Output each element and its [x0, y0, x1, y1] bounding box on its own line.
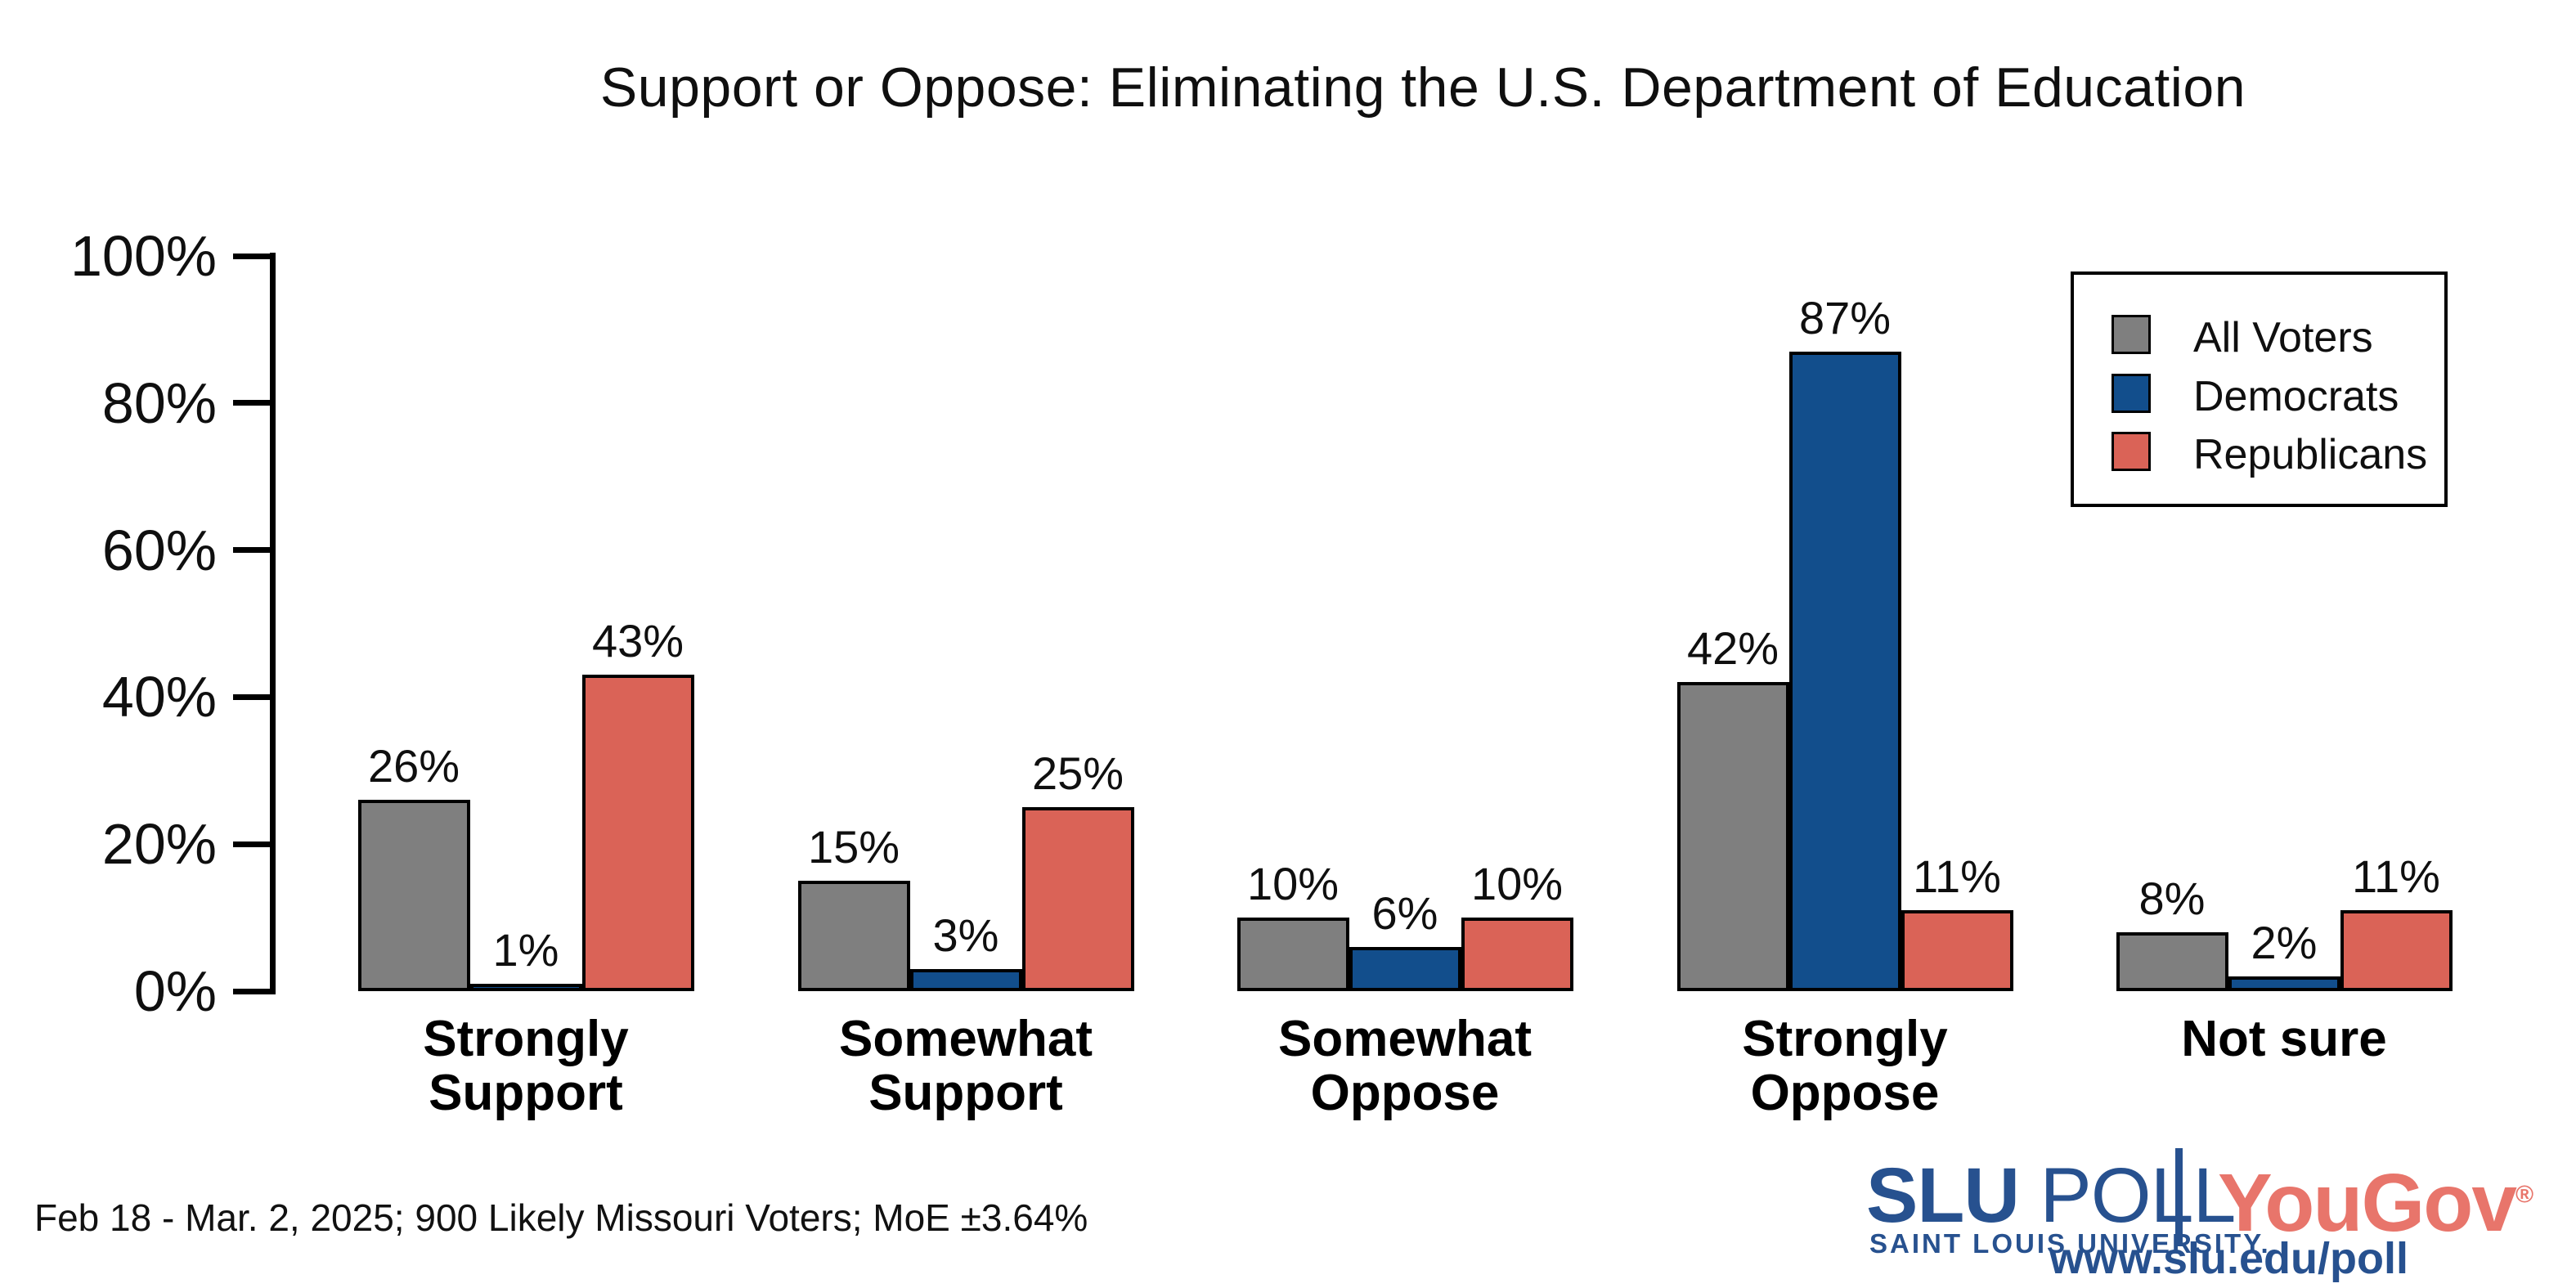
bar-value-label: 10%: [1470, 858, 1564, 909]
y-axis-tick: [233, 988, 270, 994]
survey-methodology-note: Feb 18 - Mar. 2, 2025; 900 Likely Missou…: [34, 1196, 1088, 1239]
bar-republicans: [1901, 910, 2013, 991]
bar-democrats: [1788, 352, 1901, 991]
bar-all-voters: [2116, 932, 2228, 991]
legend: All Voters Democrats Republicans: [2071, 272, 2448, 507]
category-label-line: Somewhat: [1277, 1011, 1533, 1067]
y-axis-tick: [233, 253, 270, 259]
bar-all-voters: [357, 800, 470, 991]
legend-label: Democrats: [2193, 372, 2399, 420]
legend-label: Republicans: [2193, 431, 2428, 478]
bar-value-label: 25%: [1031, 747, 1124, 799]
bar-value-label: 43%: [591, 615, 684, 666]
bar-value-label: 10%: [1246, 858, 1340, 909]
category-label: Somewhat Oppose: [1278, 1012, 1532, 1120]
bar-republicans: [1021, 807, 1134, 991]
bar-value-label: 11%: [2352, 850, 2440, 902]
bar-all-voters: [1236, 918, 1349, 991]
y-axis-tick-label: 20%: [101, 812, 217, 877]
bar-all-voters: [797, 881, 910, 991]
category-label-line: Somewhat: [838, 1011, 1093, 1067]
bar-democrats: [469, 984, 582, 991]
bar-value-label: 3%: [932, 909, 999, 961]
yougov-logo-text: YouGov: [2218, 1157, 2517, 1249]
legend-swatch-all-voters: [2112, 315, 2151, 354]
y-axis-tick: [233, 693, 270, 700]
y-axis-line: [270, 253, 276, 994]
saint-louis-university-wordmark: SAINT LOUIS UNIVERSITY.: [1869, 1228, 2271, 1259]
bar-value-label: 15%: [807, 821, 900, 873]
chart-title: Support or Oppose: Eliminating the U.S. …: [599, 56, 2246, 119]
legend-label: All Voters: [2193, 314, 2373, 361]
y-axis-tick-label: 100%: [70, 224, 217, 288]
bar-value-label: 26%: [367, 740, 460, 792]
bar-value-label: 6%: [1371, 887, 1438, 939]
bar-republicans: [1461, 918, 1573, 991]
category-label-line: Strongly: [1742, 1011, 1948, 1067]
bar-republicans: [2340, 910, 2453, 991]
category-label-line: Strongly: [423, 1011, 629, 1067]
slu-poll-logo-slu: SLU: [1866, 1152, 2020, 1239]
bar-all-voters: [1676, 682, 1789, 991]
bar-republicans: [581, 675, 694, 991]
category-label-line: Support: [429, 1065, 623, 1121]
bar-value-label: 8%: [2138, 873, 2206, 924]
legend-swatch-republicans: [2112, 432, 2151, 471]
bar-democrats: [1349, 947, 1461, 991]
bar-democrats: [909, 969, 1022, 991]
y-axis-tick-label: 40%: [101, 665, 217, 729]
bar-value-label: 11%: [1913, 850, 2001, 902]
legend-swatch-democrats: [2112, 373, 2151, 413]
category-label-line: Support: [868, 1065, 1063, 1121]
category-label-line: Oppose: [1310, 1065, 1500, 1121]
bar-value-label: 2%: [2251, 917, 2318, 968]
bar-value-label: 1%: [492, 924, 559, 976]
y-axis-tick: [233, 400, 270, 406]
slu-poll-url: www.slu.edu/poll: [2049, 1234, 2408, 1283]
y-axis-tick-label: 80%: [101, 370, 217, 435]
slu-poll-logo-poll: POLL: [2019, 1152, 2236, 1239]
slu-poll-logo: SLU POLL: [1866, 1151, 2236, 1241]
category-label: Strongly Oppose: [1742, 1012, 1947, 1120]
category-label: Strongly Support: [423, 1012, 628, 1120]
y-axis-tick: [233, 841, 270, 847]
category-label-line: Not sure: [2181, 1011, 2387, 1067]
category-label: Not sure: [2181, 1012, 2386, 1066]
bar-value-label: 87%: [1798, 292, 1892, 343]
registered-trademark-icon: ®: [2515, 1181, 2533, 1209]
bar-value-label: 42%: [1686, 622, 1779, 674]
bar-democrats: [2228, 976, 2340, 991]
logo-divider-bar: [2175, 1148, 2183, 1246]
category-label: Somewhat Support: [839, 1012, 1093, 1120]
y-axis-tick: [233, 547, 270, 554]
category-label-line: Oppose: [1750, 1065, 1940, 1121]
y-axis-tick-label: 0%: [133, 959, 217, 1023]
yougov-logo: YouGov®: [2218, 1156, 2533, 1250]
y-axis-tick-label: 60%: [101, 518, 217, 582]
